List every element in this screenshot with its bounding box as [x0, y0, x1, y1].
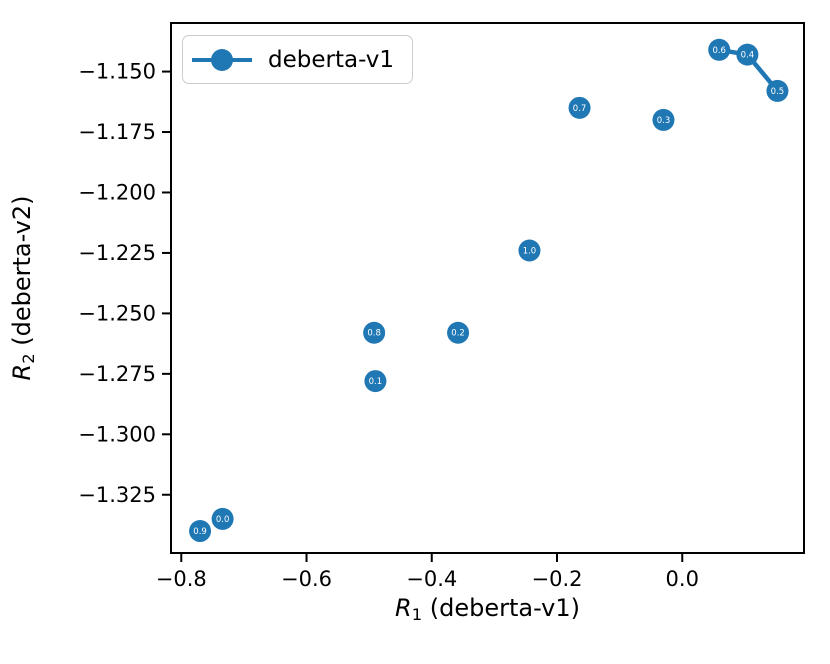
data-point-marker — [518, 239, 541, 262]
y-tick-label: −1.325 — [78, 483, 156, 507]
data-point-label: 0.8 — [367, 329, 381, 339]
data-point-marker — [364, 370, 387, 393]
data-point-label: 0.2 — [451, 329, 465, 339]
x-tick-label: 0.0 — [666, 567, 699, 591]
data-point-marker — [211, 507, 234, 530]
data-point-label: 0.5 — [771, 87, 785, 97]
y-tick-label: −1.275 — [78, 362, 156, 386]
data-point-marker — [363, 321, 386, 344]
legend-label: deberta-v1 — [268, 46, 394, 73]
data-point-label: 0.7 — [573, 104, 587, 114]
data-point-label: 0.1 — [369, 377, 383, 387]
data-point-marker — [447, 321, 470, 344]
data-point-marker — [652, 108, 675, 131]
y-tick-label: −1.200 — [78, 180, 156, 204]
series-layer: 0.9 0.0 0.8 0.1 0.2 1.0 0.7 0.3 0.6 0.4 0.5 — [189, 38, 789, 543]
data-point-label: 1.0 — [523, 247, 537, 257]
x-axis-label: R1 (deberta-v1) — [170, 594, 805, 625]
y-axis-label-rest: (deberta-v2) — [8, 195, 36, 354]
x-axis-label-rest: (deberta-v1) — [422, 594, 580, 622]
y-tick-label: −1.175 — [78, 120, 156, 144]
data-point-label: 0.9 — [193, 527, 207, 537]
x-axis-label-subscript: 1 — [411, 605, 423, 625]
x-tick-label: −0.8 — [156, 567, 207, 591]
data-point-label: 0.6 — [712, 46, 726, 56]
legend-line-marker-icon — [192, 48, 252, 71]
x-tick-label: −0.4 — [406, 567, 457, 591]
data-point-label: 0.4 — [741, 51, 755, 61]
y-tick-label: −1.250 — [78, 301, 156, 325]
y-axis-label-variable: R — [8, 363, 36, 381]
plot-frame — [170, 22, 805, 554]
x-axis-label-variable: R — [395, 594, 412, 622]
legend-marker-icon — [211, 48, 233, 71]
data-point-label: 0.0 — [216, 515, 230, 525]
legend: deberta-v1 — [182, 35, 413, 84]
ticks-layer: −0.8 −0.6 −0.4 −0.2 0.0 −1.150 −1.175 −1.200 −1.… — [78, 60, 699, 591]
data-point-marker — [766, 79, 789, 102]
x-tick-label: −0.6 — [281, 567, 332, 591]
y-axis-label: R2 (deberta-v2) — [8, 195, 39, 381]
y-axis-label-subscript: 2 — [19, 353, 39, 364]
y-tick-label: −1.150 — [78, 60, 156, 84]
y-tick-label: −1.225 — [78, 241, 156, 265]
data-point-marker — [708, 38, 731, 61]
data-point-label: 0.3 — [657, 116, 671, 126]
data-point-marker — [736, 43, 759, 66]
x-tick-label: −0.2 — [532, 567, 583, 591]
y-tick-label: −1.300 — [78, 422, 156, 446]
data-point-marker — [189, 520, 212, 543]
data-point-marker — [568, 96, 591, 119]
